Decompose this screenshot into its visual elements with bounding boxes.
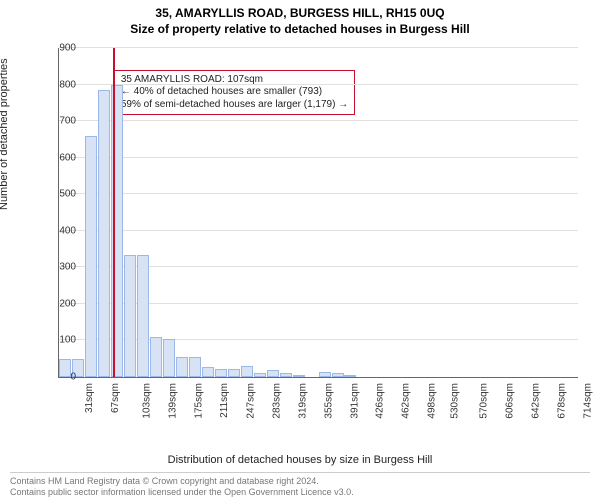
histogram-bar xyxy=(85,136,97,377)
histogram-bar xyxy=(98,90,110,377)
x-tick-label: 678sqm xyxy=(557,383,568,419)
histogram-bar xyxy=(228,369,240,377)
histogram-bar xyxy=(163,339,175,377)
y-tick-label: 600 xyxy=(42,152,76,163)
x-tick-label: 175sqm xyxy=(194,383,205,419)
histogram-bar xyxy=(293,375,305,377)
histogram-bar xyxy=(124,255,136,377)
marker-line xyxy=(113,48,115,377)
annotation-line3: 59% of semi-detached houses are larger (… xyxy=(121,99,348,112)
histogram-bar xyxy=(202,367,214,377)
y-tick-label: 100 xyxy=(42,335,76,346)
x-tick-label: 67sqm xyxy=(110,383,121,413)
histogram-bar xyxy=(150,337,162,377)
histogram-bar xyxy=(254,373,266,377)
grid-line xyxy=(59,230,578,231)
chart-container: 35, AMARYLLIS ROAD, BURGESS HILL, RH15 0… xyxy=(0,0,600,500)
grid-line xyxy=(59,84,578,85)
titles: 35, AMARYLLIS ROAD, BURGESS HILL, RH15 0… xyxy=(10,6,590,37)
y-tick-label: 400 xyxy=(42,225,76,236)
x-tick-label: 530sqm xyxy=(450,383,461,419)
histogram-bar xyxy=(267,370,279,377)
x-tick-label: 31sqm xyxy=(84,383,95,413)
y-tick-label: 0 xyxy=(42,372,76,383)
x-tick-label: 714sqm xyxy=(583,383,594,419)
histogram-bar xyxy=(189,357,201,377)
annotation-box: 35 AMARYLLIS ROAD: 107sqm ← 40% of detac… xyxy=(114,70,355,116)
subtitle: Size of property relative to detached ho… xyxy=(10,22,590,36)
x-tick-label: 426sqm xyxy=(375,383,386,419)
histogram-bar xyxy=(137,255,149,377)
x-tick-label: 642sqm xyxy=(531,383,542,419)
plot-area: 35 AMARYLLIS ROAD: 107sqm ← 40% of detac… xyxy=(58,48,578,378)
grid-line xyxy=(59,47,578,48)
x-tick-label: 570sqm xyxy=(479,383,490,419)
x-tick-label: 462sqm xyxy=(401,383,412,419)
x-tick-label: 139sqm xyxy=(168,383,179,419)
x-tick-label: 498sqm xyxy=(427,383,438,419)
x-tick-label: 606sqm xyxy=(505,383,516,419)
y-tick-label: 200 xyxy=(42,298,76,309)
histogram-bar xyxy=(344,375,356,377)
histogram-bar xyxy=(176,357,188,377)
y-tick-label: 900 xyxy=(42,43,76,54)
y-tick-label: 700 xyxy=(42,116,76,127)
grid-line xyxy=(59,120,578,121)
x-tick-label: 391sqm xyxy=(349,383,360,419)
x-tick-label: 283sqm xyxy=(271,383,282,419)
x-tick-label: 319sqm xyxy=(297,383,308,419)
annotation-line2: ← 40% of detached houses are smaller (79… xyxy=(121,86,348,99)
y-axis-label: Number of detached properties xyxy=(0,58,10,210)
x-tick-label: 247sqm xyxy=(245,383,256,419)
y-tick-label: 800 xyxy=(42,79,76,90)
histogram-bar xyxy=(319,372,331,377)
y-tick-label: 300 xyxy=(42,262,76,273)
address-title: 35, AMARYLLIS ROAD, BURGESS HILL, RH15 0… xyxy=(10,6,590,20)
x-tick-label: 355sqm xyxy=(323,383,334,419)
x-tick-label: 211sqm xyxy=(219,383,230,418)
histogram-bar xyxy=(241,366,253,377)
x-axis-label: Distribution of detached houses by size … xyxy=(0,454,600,466)
x-tick-label: 103sqm xyxy=(142,383,153,419)
histogram-bar xyxy=(280,373,292,377)
histogram-bar xyxy=(332,373,344,377)
grid-line xyxy=(59,193,578,194)
footer-line2: Contains public sector information licen… xyxy=(10,487,590,498)
y-tick-label: 500 xyxy=(42,189,76,200)
histogram-bar xyxy=(215,369,227,377)
footer-line1: Contains HM Land Registry data © Crown c… xyxy=(10,476,590,487)
grid-line xyxy=(59,157,578,158)
footer: Contains HM Land Registry data © Crown c… xyxy=(10,472,590,499)
